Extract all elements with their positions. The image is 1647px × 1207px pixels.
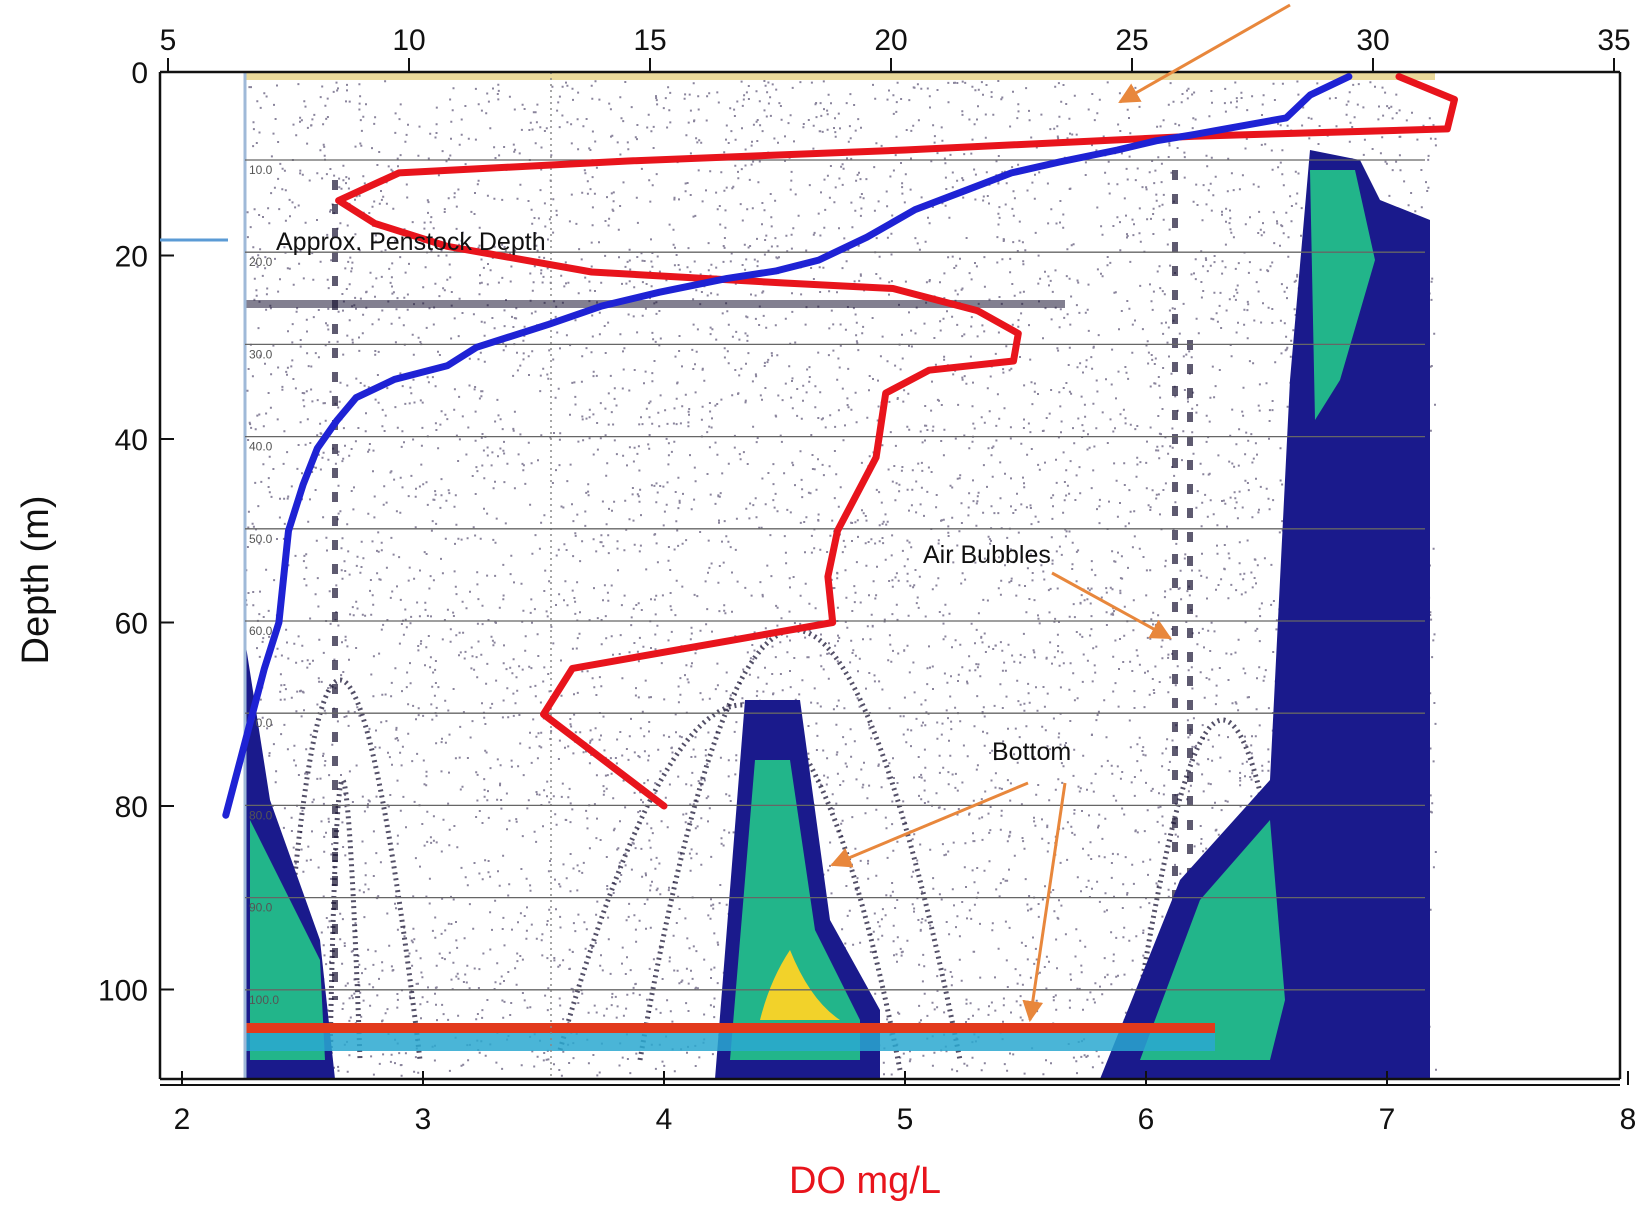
x-bottom-tick-labels: 2 3 4 5 6 7 8 (174, 1103, 1637, 1136)
echogram-depth-label: 20.0 (249, 255, 273, 269)
x-top-tick-label: 30 (1356, 24, 1389, 57)
y-tick-label: 40 (115, 424, 148, 457)
echogram-depth-label: 80.0 (249, 808, 273, 822)
x-top-tick-label: 35 (1597, 24, 1630, 57)
air-bubbles-arrow (1051, 571, 1172, 640)
x-bottom-tick-label: 2 (174, 1103, 191, 1136)
x-top-tick-label: 5 (160, 24, 177, 57)
echogram-depth-label: 90.0 (249, 901, 273, 915)
center-mass-core (730, 760, 860, 1060)
axes (158, 58, 1629, 1086)
y-tick-label: 20 (115, 241, 148, 274)
x-top-tick-label: 15 (633, 24, 666, 57)
echogram-depth-label: 70.0 (249, 716, 273, 730)
echogram-background (243, 72, 1438, 1079)
bottom-echo-band (245, 1033, 1215, 1051)
x-top-tick-labels: 5 10 15 20 25 30 35 (160, 24, 1631, 57)
bottom-arrow-2 (1022, 782, 1067, 1023)
right-top-core (1310, 170, 1375, 420)
right-mass-outer (1100, 150, 1430, 1079)
echogram-depth-label: 10.0 (249, 163, 273, 177)
y-tick-label: 60 (115, 608, 148, 641)
y-tick-label: 80 (115, 791, 148, 824)
annotation-penstock-text: Approx. Penstock Depth (276, 228, 546, 256)
annotation-air-bubbles-text: Air Bubbles (923, 541, 1051, 569)
y-axis-title: Depth (m) (15, 496, 57, 665)
x-top-tick-label: 25 (1115, 24, 1148, 57)
y-tick-label: 100 (98, 975, 148, 1008)
x-bottom-tick-label: 4 (656, 1103, 673, 1136)
left-mass-core (250, 820, 325, 1060)
bottom-echo-line (245, 1023, 1215, 1033)
right-mass-core (1140, 820, 1285, 1060)
surface-band (245, 72, 1435, 80)
center-mass-hot (760, 950, 840, 1020)
x-top-tick-label: 20 (874, 24, 907, 57)
series-layer (222, 73, 1458, 819)
echogram-depth-label: 60.0 (249, 624, 273, 638)
echogram-depth-label: 40.0 (249, 440, 273, 454)
x-top-tick-label: 10 (392, 24, 425, 57)
bottom-arrow-1 (830, 781, 1029, 868)
series-line-0 (335, 73, 1458, 810)
echogram-depth-label: 50.0 (249, 532, 273, 546)
x-bottom-tick-label: 7 (1379, 1103, 1396, 1136)
annotation-air-bubbles: Air Bubbles (923, 541, 1172, 640)
y-tick-label: 0 (131, 57, 148, 90)
annotation-penstock: Approx. Penstock Depth (160, 228, 546, 256)
x-bottom-tick-label: 3 (415, 1103, 432, 1136)
annotation-bottom-text: Bottom (992, 738, 1071, 766)
echogram-depth-label: 30.0 (249, 347, 273, 361)
x-bottom-tick-label: 8 (1620, 1103, 1637, 1136)
x-bottom-tick-label: 5 (897, 1103, 914, 1136)
echogram-depth-label: 100.0 (249, 993, 279, 1007)
x-axis-title: DO mg/L (789, 1160, 941, 1202)
y-tick-labels: 0 20 40 60 80 100 (98, 57, 148, 1008)
x-bottom-tick-label: 6 (1138, 1103, 1155, 1136)
top-surface-arrow (1118, 3, 1291, 104)
annotation-bottom: Bottom (830, 738, 1071, 1023)
echogram-scatter-layer (245, 300, 1065, 308)
series-line-1 (222, 73, 1353, 819)
